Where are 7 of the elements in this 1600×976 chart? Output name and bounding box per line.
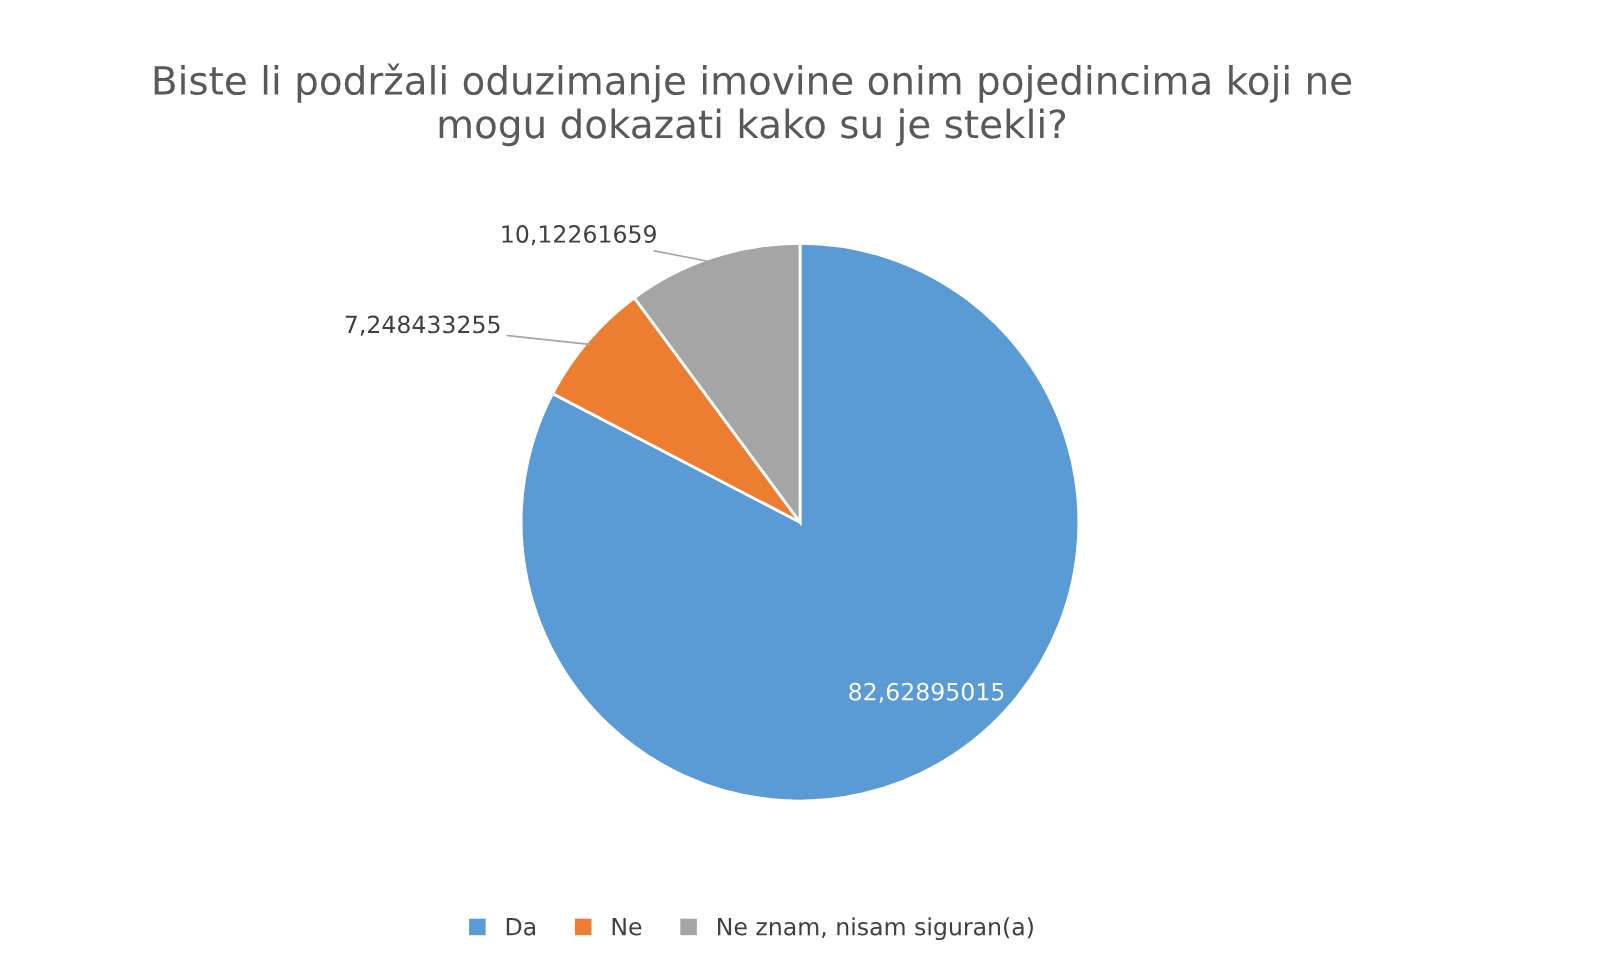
chart-title: Biste li podržali oduzimanje imovine onim pojedincima koji ne mogu dokazati kako su je stekli? (154, 63, 1352, 147)
legend-label: Ne (612, 917, 642, 936)
data-label: 82,62895015 (849, 682, 1004, 704)
legend-label: Da (506, 917, 536, 936)
data-label: 7,248433255 (345, 315, 500, 336)
legend-label: Ne znam, nisam siguran(a) (718, 917, 1033, 941)
data-label: 10,12261659 (502, 225, 656, 246)
